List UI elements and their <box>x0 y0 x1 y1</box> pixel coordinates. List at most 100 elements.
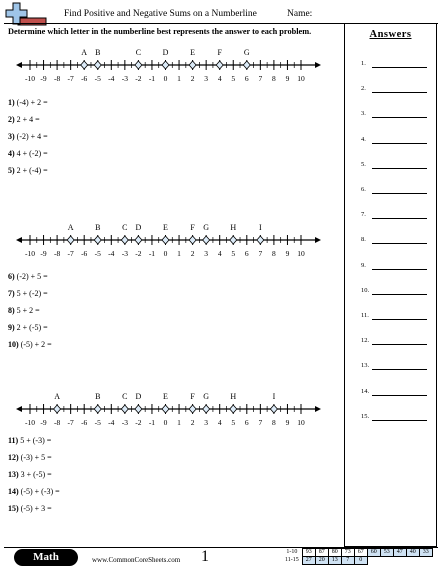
point-marker <box>161 60 170 70</box>
tick-label: -10 <box>25 418 35 427</box>
answer-number: 12. <box>361 337 370 345</box>
problem-expression: (-5) + 2 = <box>20 340 52 349</box>
point-letter: I <box>273 392 276 401</box>
answer-blank[interactable] <box>372 193 427 194</box>
tick-label: -6 <box>81 249 87 258</box>
point-letter: I <box>259 223 262 232</box>
problem-expression: 5 + (-3) = <box>20 436 52 445</box>
point-letter: B <box>95 48 100 57</box>
problem-number: 6) <box>8 272 15 281</box>
tick-label: -6 <box>81 74 87 83</box>
footer-divider <box>4 547 438 548</box>
point-marker <box>80 60 89 70</box>
answer-blank[interactable] <box>372 142 427 144</box>
numberline: -10 -9 -8 -7 -6 -5 -4 -3 -2 -1 0 1 2 3 4 5 6 7 8 9 10A B C D E F G <box>16 48 321 83</box>
problem-item: 4) 4 + (-2) = <box>8 149 48 158</box>
point-marker <box>66 235 75 245</box>
score-cell: 93 <box>301 548 316 557</box>
tick-label: -2 <box>135 249 141 258</box>
tick-label: 10 <box>297 74 305 83</box>
tick-label: 9 <box>286 249 290 258</box>
problem-item: 12) (-3) + 5 = <box>8 453 52 462</box>
answer-blank[interactable] <box>372 394 427 396</box>
answer-blank[interactable] <box>372 218 427 220</box>
answer-blank[interactable] <box>372 293 427 295</box>
tick-label: 2 <box>191 74 195 83</box>
tick-label: -5 <box>95 418 101 427</box>
tick-label: 0 <box>164 418 168 427</box>
tick-label: -5 <box>95 74 101 83</box>
answer-number: 9. <box>361 261 366 269</box>
problem-item: 14) (-5) + (-3) = <box>8 487 60 496</box>
answer-blank[interactable] <box>372 167 427 169</box>
answer-blank[interactable] <box>372 92 427 94</box>
point-letter: G <box>203 223 209 232</box>
tick-label: 1 <box>177 74 181 83</box>
problem-item: 13) 3 + (-5) = <box>8 470 52 479</box>
score-cell: 0 <box>353 556 368 565</box>
tick-label: 5 <box>231 74 235 83</box>
problem-item: 6) (-2) + 5 = <box>8 272 48 281</box>
tick-label: 2 <box>191 249 195 258</box>
tick-label: -3 <box>122 418 128 427</box>
problem-number: 7) <box>8 289 15 298</box>
answer-blank[interactable] <box>372 319 427 320</box>
tick-label: 5 <box>231 418 235 427</box>
score-cell: 7 <box>340 556 355 565</box>
tick-label: -1 <box>149 249 155 258</box>
answer-blank[interactable] <box>372 419 427 421</box>
problem-number: 8) <box>8 306 15 315</box>
answer-number: 11. <box>361 312 369 319</box>
answer-blank[interactable] <box>372 117 427 119</box>
point-marker <box>134 404 143 414</box>
answer-number: 1. <box>361 60 366 67</box>
left-arrow-icon <box>16 237 22 243</box>
point-marker <box>188 60 197 70</box>
tick-label: 4 <box>218 249 222 258</box>
point-marker <box>215 60 224 70</box>
point-letter: A <box>68 223 74 232</box>
problem-item: 15) (-5) + 3 = <box>8 504 52 513</box>
tick-label: -7 <box>68 74 74 83</box>
answer-blank[interactable] <box>372 67 427 68</box>
tick-label: 3 <box>204 249 208 258</box>
problem-item: 3) (-2) + 4 = <box>8 132 48 141</box>
answer-blank[interactable] <box>372 344 427 346</box>
tick-label: 6 <box>245 74 249 83</box>
answer-blank[interactable] <box>372 243 427 245</box>
answer-blank[interactable] <box>372 268 427 270</box>
right-arrow-icon <box>315 406 321 412</box>
score-cell: 60 <box>366 548 381 557</box>
tick-label: 2 <box>191 418 195 427</box>
answers-box <box>344 23 437 547</box>
problem-number: 9) <box>8 323 15 332</box>
tick-label: 6 <box>245 418 249 427</box>
point-marker <box>93 235 102 245</box>
answer-number: 13. <box>361 362 370 370</box>
tick-label: -4 <box>108 74 114 83</box>
tick-label: 3 <box>204 74 208 83</box>
point-marker <box>53 404 62 414</box>
problem-expression: 4 + (-2) = <box>16 149 48 158</box>
answer-number: 7. <box>361 211 366 219</box>
point-letter: B <box>95 392 100 401</box>
point-letter: E <box>190 48 195 57</box>
point-letter: F <box>190 223 195 232</box>
point-marker <box>93 60 102 70</box>
answer-blank[interactable] <box>372 369 427 371</box>
point-marker <box>188 404 197 414</box>
problem-expression: 5 + 2 = <box>16 306 40 315</box>
tick-label: -2 <box>135 418 141 427</box>
tick-label: -8 <box>54 418 60 427</box>
problem-item: 11) 5 + (-3) = <box>8 436 51 445</box>
score-cell: 20 <box>314 556 329 565</box>
point-marker <box>134 60 143 70</box>
score-key-row: 1-10 93 87 80 73 67 60 53 47 40 33 <box>284 548 433 557</box>
tick-label: -10 <box>25 74 35 83</box>
tick-label: 0 <box>164 249 168 258</box>
point-letter: C <box>122 392 127 401</box>
tick-label: 4 <box>218 418 222 427</box>
problem-expression: (-5) + 3 = <box>20 504 52 513</box>
point-marker <box>120 235 129 245</box>
point-letter: D <box>136 223 142 232</box>
